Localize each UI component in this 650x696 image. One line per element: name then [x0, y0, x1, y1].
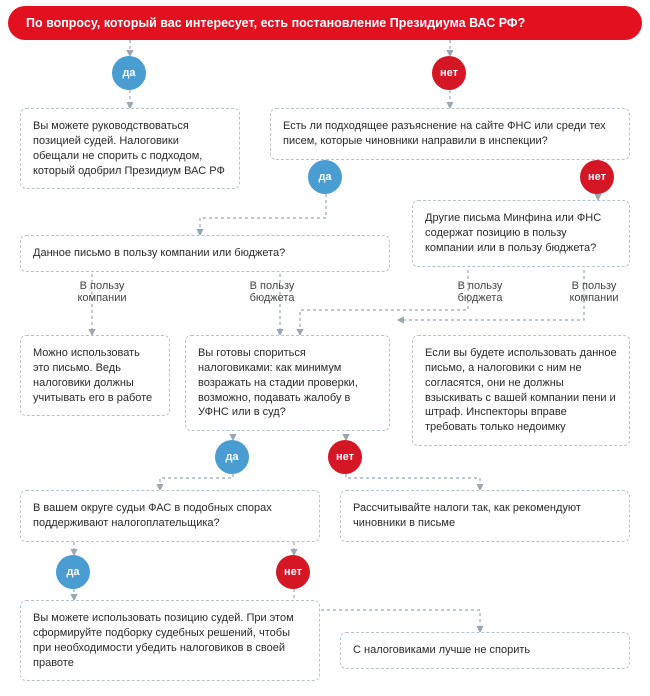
favor-label: В пользу компании	[554, 280, 634, 304]
pill-no: нет	[276, 555, 310, 589]
flow-box-b9: Рассчитывайте налоги так, как рекомендую…	[340, 490, 630, 542]
pill-no: нет	[580, 160, 614, 194]
header-question: По вопросу, который вас интересует, есть…	[8, 6, 642, 40]
pill-no: нет	[432, 56, 466, 90]
pill-yes: да	[56, 555, 90, 589]
favor-label: В пользу бюджета	[232, 280, 312, 304]
pill-no: нет	[328, 440, 362, 474]
pill-yes: да	[308, 160, 342, 194]
flow-box-b7: Если вы будете использовать данное письм…	[412, 335, 630, 446]
flow-box-b5: Можно использовать это письмо. Ведь нало…	[20, 335, 170, 416]
connector	[160, 474, 233, 490]
flow-box-b3: Другие письма Минфина или ФНС содержат п…	[412, 200, 630, 267]
flow-box-b8: В вашем округе судьи ФАС в подобных спор…	[20, 490, 320, 542]
flow-box-b6: Вы готовы спориться налоговиками: как ми…	[185, 335, 390, 431]
flow-box-b2: Есть ли подходящее разъяснение на сайте …	[270, 108, 630, 160]
flow-box-b4: Данное письмо в пользу компании или бюдж…	[20, 235, 390, 272]
pill-yes: да	[215, 440, 249, 474]
flow-box-b11: С налоговиками лучше не спорить	[340, 632, 630, 669]
favor-label: В пользу бюджета	[440, 280, 520, 304]
connector	[200, 194, 326, 235]
favor-label: В пользу компании	[62, 280, 142, 304]
pill-yes: да	[112, 56, 146, 90]
flow-box-b10: Вы можете использовать позицию судей. Пр…	[20, 600, 320, 681]
flow-box-b1: Вы можете руководствоваться позицией суд…	[20, 108, 240, 189]
connector	[294, 589, 480, 632]
connector	[346, 474, 480, 490]
